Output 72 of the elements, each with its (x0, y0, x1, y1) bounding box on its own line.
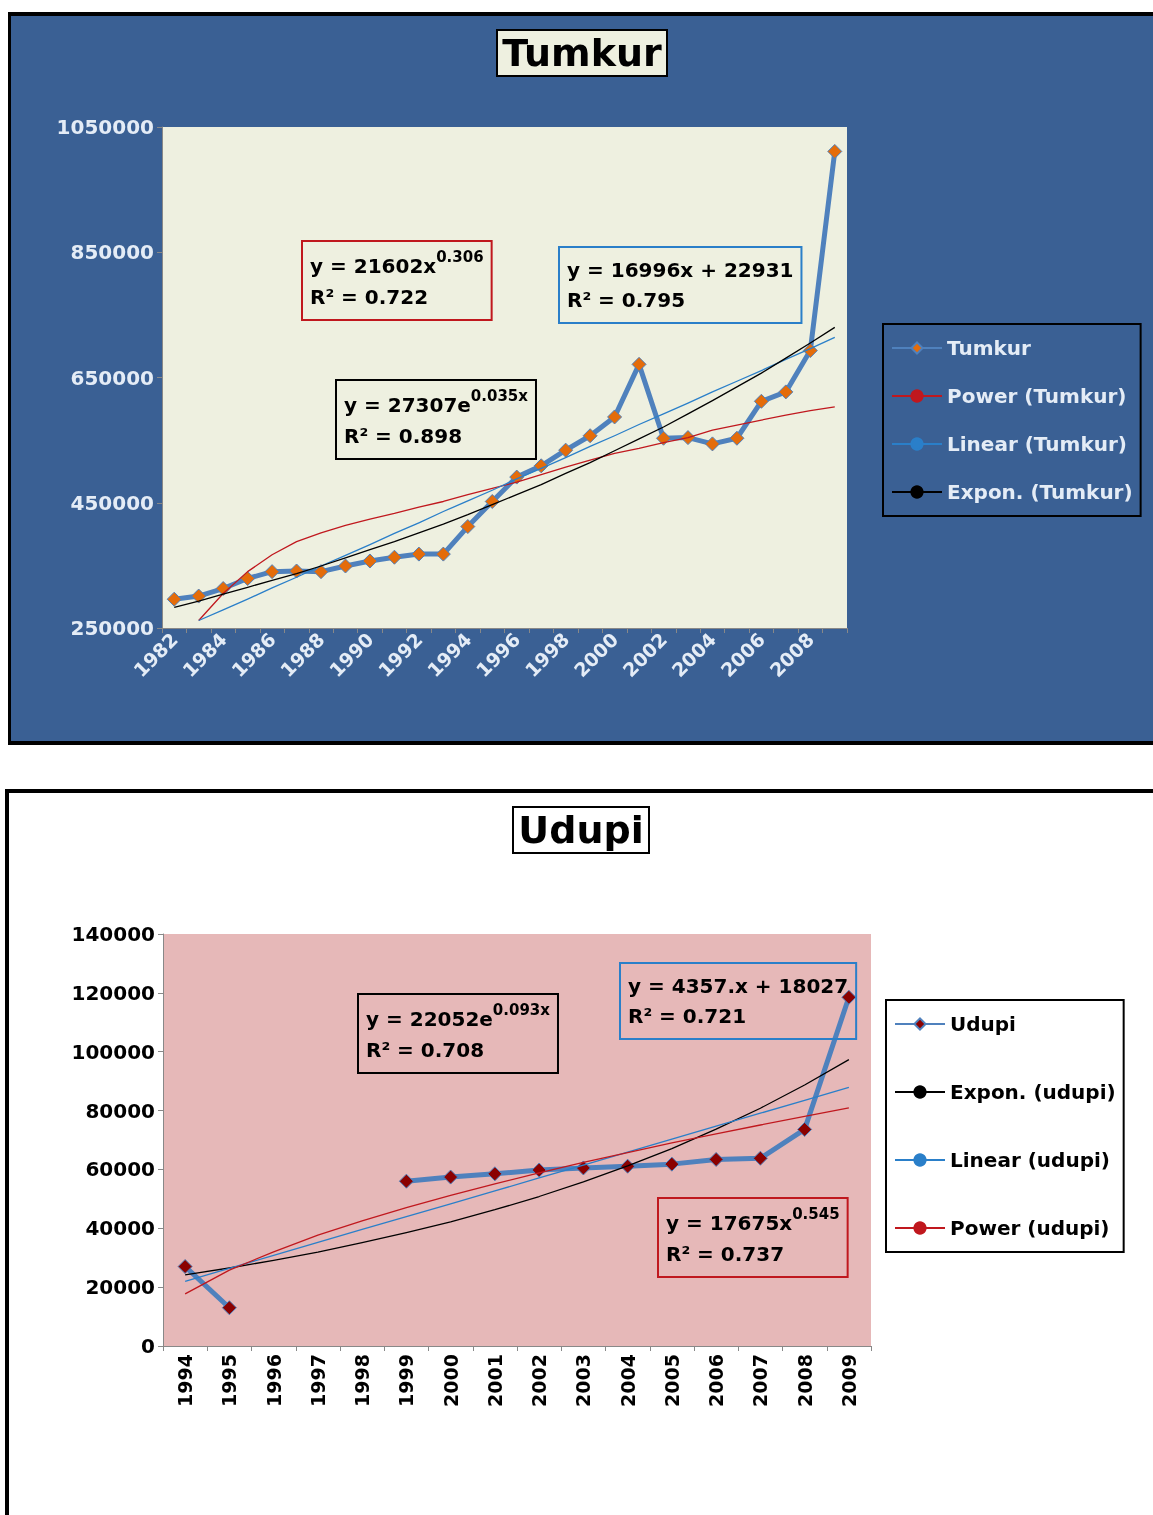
x-tick-label: 2001 (483, 1354, 506, 1407)
point (656, 430, 672, 446)
point (191, 588, 207, 604)
point (631, 356, 647, 372)
legend-label: Expon. (udupi) (950, 1080, 1116, 1104)
x-tick-label: 2004 (616, 1354, 639, 1407)
point (398, 1173, 414, 1189)
legend-label: Linear (udupi) (950, 1148, 1110, 1172)
point (664, 1156, 680, 1172)
y-tick-label: 60000 (85, 1157, 155, 1182)
y-tick-label: 850000 (70, 240, 154, 265)
x-tick-label: 2009 (837, 1354, 860, 1407)
point (582, 428, 598, 444)
y-tick-label: 1050000 (56, 115, 154, 139)
point (487, 1166, 503, 1182)
chart-title: Udupi (518, 808, 644, 852)
x-tick-label: 1999 (395, 1354, 418, 1407)
point (443, 1169, 459, 1185)
x-tick-label: 2002 (528, 1354, 551, 1407)
legend-label: Power (udupi) (950, 1216, 1110, 1240)
y-tick-label: 650000 (70, 365, 154, 390)
annotation: y = 16996x + 22931 R² = 0.795 (567, 258, 794, 312)
point (313, 564, 329, 580)
point (708, 1151, 724, 1167)
x-tick-label: 2008 (793, 1354, 816, 1407)
point (752, 1150, 768, 1166)
x-tick-label: 2006 (705, 1354, 728, 1407)
y-tick-label: 0 (141, 1334, 155, 1358)
x-tick-label: 2003 (572, 1354, 595, 1407)
y-tick-label: 100000 (71, 1039, 155, 1064)
point (797, 1121, 813, 1137)
point (386, 549, 402, 565)
legend-label: Expon. (Tumkur) (947, 480, 1133, 504)
y-tick-label: 120000 (71, 980, 155, 1005)
point (166, 591, 182, 607)
point (411, 546, 427, 562)
point (221, 1300, 237, 1316)
point (435, 546, 451, 562)
point (558, 442, 574, 458)
x-tick-label: 2007 (749, 1354, 772, 1407)
line-series (184, 1107, 850, 1295)
x-tick-label: 1996 (262, 1354, 285, 1407)
point (729, 430, 745, 446)
y-tick-label: 20000 (85, 1275, 155, 1300)
x-tick-label: 1994 (174, 1354, 197, 1407)
y-tick-label: 140000 (71, 922, 155, 946)
point (607, 409, 623, 425)
x-tick-label: 2000 (439, 1354, 462, 1407)
legend-label: Tumkur (947, 336, 1032, 360)
legend-label: Linear (Tumkur) (947, 432, 1127, 456)
point (240, 571, 256, 587)
point (264, 564, 280, 580)
point (177, 1259, 193, 1275)
y-tick-label: 250000 (70, 616, 154, 640)
point (337, 558, 353, 574)
point (778, 384, 794, 400)
x-tick-label: 1997 (306, 1354, 329, 1407)
chart-title: Tumkur (502, 31, 662, 75)
legend-label: Power (Tumkur) (947, 384, 1127, 408)
point (460, 519, 476, 535)
x-tick-label: 1998 (351, 1354, 374, 1407)
annotation: y = 4357.x + 18027 R² = 0.721 (628, 974, 849, 1028)
y-tick-label: 80000 (85, 1098, 155, 1123)
x-tick-label: 2005 (660, 1354, 683, 1407)
legend-label: Udupi (950, 1012, 1016, 1036)
point (362, 553, 378, 569)
y-tick-label: 40000 (85, 1216, 155, 1241)
point (753, 393, 769, 409)
y-tick-label: 450000 (70, 490, 154, 515)
point (827, 143, 843, 159)
x-tick-label: 1995 (218, 1354, 241, 1407)
point (704, 436, 720, 452)
